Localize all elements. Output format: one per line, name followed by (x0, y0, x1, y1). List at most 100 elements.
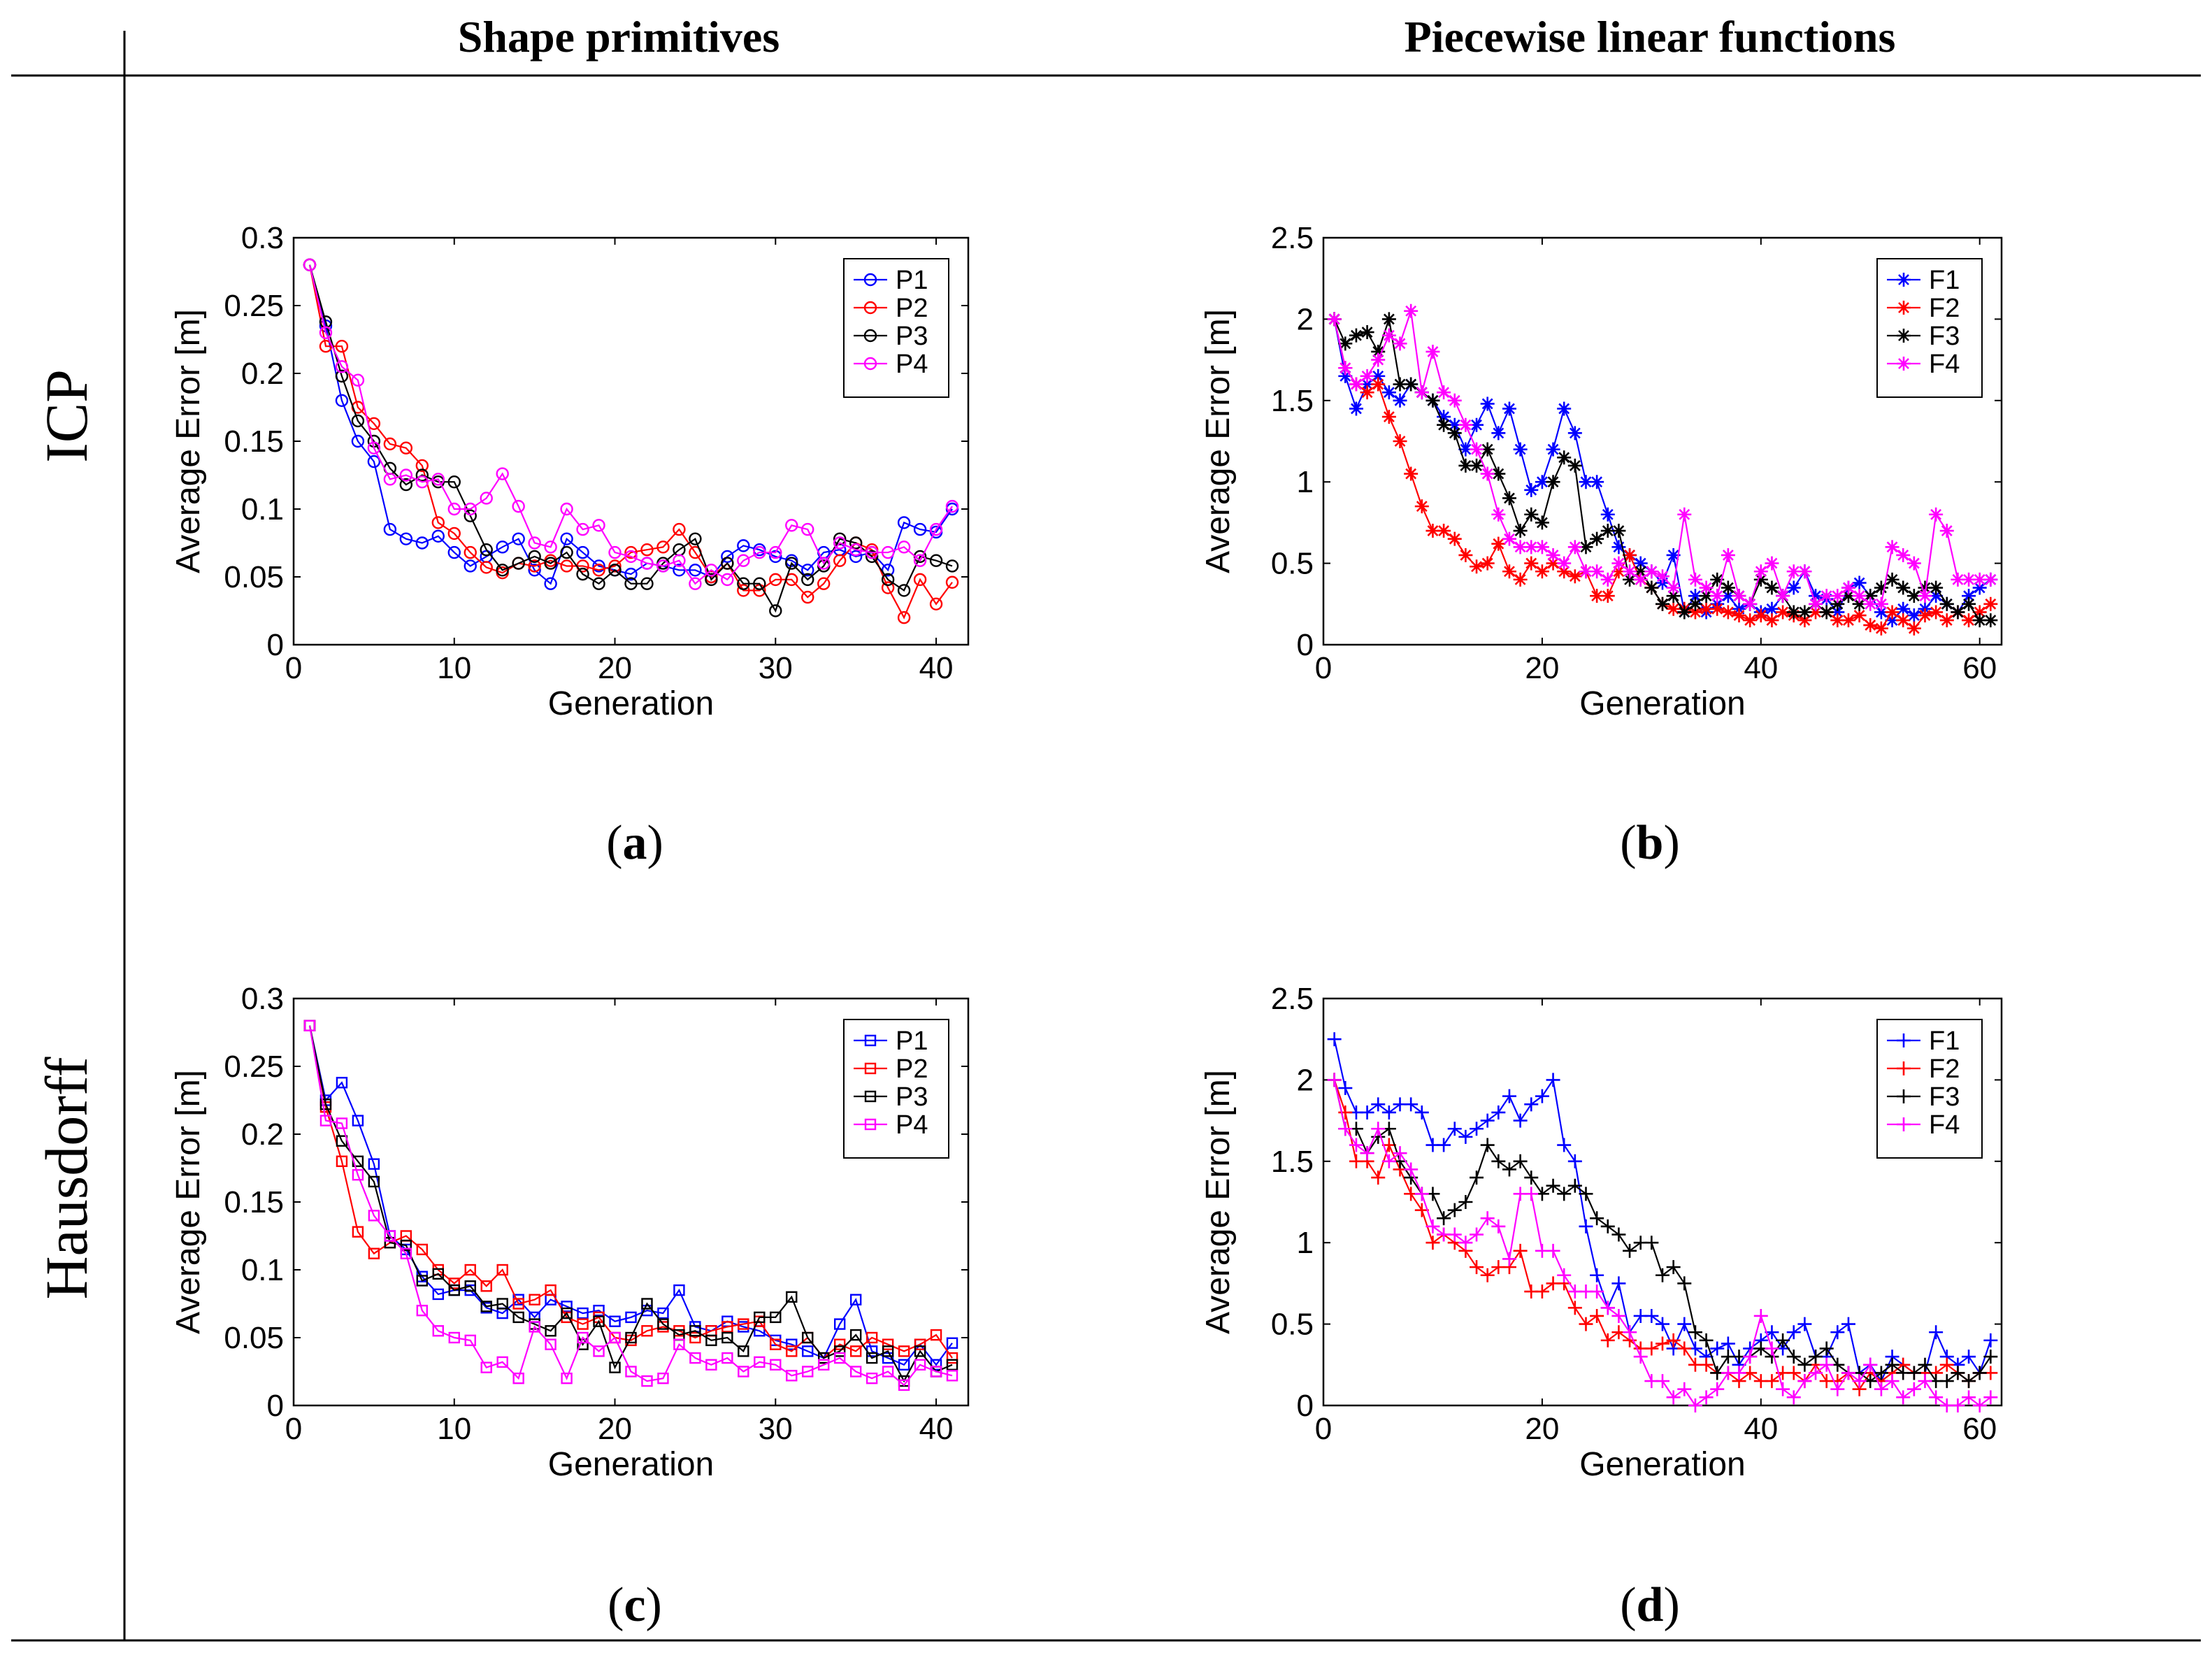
data-point-f2 (1765, 1374, 1779, 1389)
panel-letter-c: c (624, 1578, 645, 1632)
x-axis-label: Generation (1579, 685, 1746, 722)
data-point-f1 (1677, 1317, 1692, 1331)
data-point-p4 (336, 1117, 348, 1129)
data-point-p3 (849, 1329, 862, 1341)
data-point-f4 (1896, 548, 1911, 562)
legend-marker-p4 (863, 357, 877, 371)
data-point-p4 (560, 502, 573, 516)
data-point-f4 (1951, 1398, 1965, 1412)
data-point-f4 (1896, 1390, 1911, 1405)
data-point-p4 (528, 536, 541, 550)
data-point-p2 (849, 1345, 862, 1357)
data-point-f4 (1590, 564, 1604, 579)
data-point-f3 (1546, 475, 1560, 489)
data-point-p4 (673, 1338, 685, 1350)
data-point-f3 (1699, 1333, 1714, 1347)
data-point-p4 (641, 1375, 653, 1387)
data-point-p3 (801, 573, 814, 587)
data-point-f1 (1579, 475, 1593, 489)
data-point-p4 (802, 1366, 814, 1378)
y-tick-label: 0.1 (241, 492, 284, 527)
data-point-p4 (416, 1304, 429, 1317)
data-point-f4 (1425, 344, 1440, 359)
data-point-f1 (1458, 442, 1473, 457)
data-point-p3 (946, 1359, 958, 1371)
data-point-f4 (1502, 1252, 1516, 1266)
data-point-f2 (1579, 1317, 1593, 1331)
x-tick-label: 30 (759, 1412, 793, 1446)
data-point-p4 (609, 1331, 621, 1344)
legend-marker-p3 (863, 329, 877, 343)
data-point-f1 (1765, 601, 1779, 616)
data-point-f3 (1437, 417, 1451, 432)
data-point-f4 (1721, 548, 1735, 562)
data-point-p1 (576, 545, 589, 559)
data-point-f4 (1885, 540, 1899, 554)
data-point-p1 (544, 577, 557, 590)
data-point-p1 (881, 564, 895, 577)
legend-marker-p1 (863, 273, 877, 287)
data-point-f1 (1546, 1073, 1560, 1087)
data-point-f4 (1327, 312, 1342, 327)
data-point-f2 (1830, 613, 1845, 628)
data-point-p3 (480, 1301, 492, 1312)
data-point-f1 (1458, 1129, 1473, 1144)
data-point-p4 (817, 557, 831, 570)
data-point-f4 (1579, 564, 1593, 579)
data-point-f3 (1951, 605, 1965, 620)
data-point-p3 (496, 564, 509, 577)
data-point-f4 (1623, 1325, 1637, 1340)
data-point-f1 (1393, 393, 1407, 408)
data-point-p2 (833, 554, 847, 567)
data-point-f1 (1611, 1276, 1626, 1291)
data-point-f4 (1381, 328, 1396, 343)
data-point-f2 (1688, 605, 1702, 620)
data-point-p1 (689, 564, 702, 577)
data-point-f1 (1524, 482, 1539, 497)
data-point-p3 (689, 1325, 701, 1337)
x-axis-label: Generation (548, 685, 714, 722)
chart-d: 0 20 40 60 0 0.5 1 1.5 2 2.5 Generation Average Err… (1200, 982, 2003, 1483)
data-point-f3 (1852, 596, 1867, 611)
data-point-f1 (1786, 580, 1801, 595)
data-point-p4 (480, 492, 493, 505)
data-point-f4 (1480, 466, 1495, 481)
x-tick-label: 60 (1962, 1412, 1997, 1446)
data-point-p3 (512, 1311, 524, 1324)
data-point-f1 (1929, 1325, 1944, 1340)
data-point-p1 (801, 564, 814, 577)
data-point-f4 (1611, 1308, 1626, 1323)
data-point-p4 (544, 541, 557, 554)
data-point-f3 (1819, 1341, 1834, 1356)
data-point-f3 (1918, 580, 1932, 595)
data-point-p4 (849, 543, 863, 557)
legend-entry-p3: P3 (896, 322, 928, 351)
data-point-p3 (945, 559, 959, 573)
data-point-f1 (1600, 507, 1615, 522)
legend-entry-f3: F3 (1929, 322, 1960, 351)
data-point-f4 (1633, 572, 1648, 587)
y-axis-label: Average Error [m] (1200, 309, 1237, 573)
data-point-f3 (1863, 589, 1878, 603)
data-point-p4 (480, 1361, 492, 1373)
data-point-p4 (351, 373, 365, 387)
data-point-p2 (738, 1318, 749, 1330)
legend-marker-f3 (1897, 329, 1911, 343)
x-tick-label: 0 (285, 1412, 302, 1446)
data-point-f4 (1349, 377, 1363, 392)
data-point-f3 (1656, 1268, 1669, 1282)
data-point-f1 (1371, 1097, 1386, 1112)
data-point-f1 (1896, 601, 1911, 616)
data-point-p3 (897, 584, 911, 597)
data-point-f4 (1567, 540, 1582, 554)
y-tick-label: 0.25 (224, 1050, 284, 1084)
data-point-p4 (319, 326, 333, 339)
data-point-f4 (1458, 1236, 1473, 1250)
series-line-p2 (308, 264, 953, 620)
data-point-p2 (431, 516, 445, 529)
data-point-f1 (1349, 401, 1363, 416)
series-p4 (303, 1019, 958, 1391)
data-point-p3 (802, 1331, 814, 1344)
data-point-p2 (866, 1331, 878, 1344)
data-point-f1 (1437, 1138, 1451, 1152)
